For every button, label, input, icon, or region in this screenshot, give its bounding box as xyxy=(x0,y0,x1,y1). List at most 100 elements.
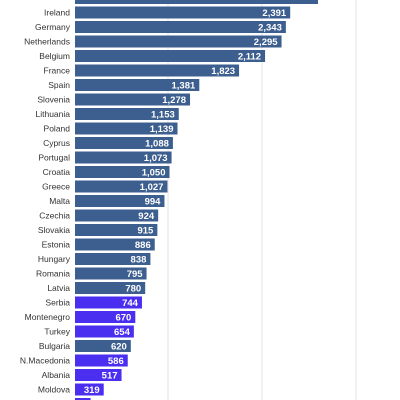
category-label: Bulgaria xyxy=(39,341,70,351)
bar xyxy=(75,209,159,222)
bar-row: Turkey 654 xyxy=(44,325,134,338)
bar-row: Serbia 744 xyxy=(45,296,142,309)
bar-row xyxy=(75,0,318,4)
value-label: 2,295 xyxy=(254,37,278,48)
bar xyxy=(75,35,282,48)
bar-row: Germany 2,343 xyxy=(35,21,286,34)
category-label: Belgium xyxy=(39,51,70,61)
bar xyxy=(75,253,151,265)
bar xyxy=(75,340,131,352)
bar xyxy=(75,93,191,106)
bar xyxy=(75,325,134,338)
bar-row: France 1,823 xyxy=(44,64,240,77)
bar-row: Slovenia 1,278 xyxy=(37,93,191,106)
category-label: Romania xyxy=(36,269,70,279)
bar xyxy=(75,238,155,251)
bar xyxy=(75,369,122,381)
value-label: 838 xyxy=(131,255,147,266)
category-label: Czechia xyxy=(39,211,70,221)
category-label: Poland xyxy=(44,124,71,134)
category-label: Croatia xyxy=(43,167,71,177)
category-label: Spain xyxy=(48,80,70,90)
bar xyxy=(75,354,128,367)
category-label: Serbia xyxy=(45,298,70,308)
category-label: Montenegro xyxy=(25,312,71,322)
bar-row: Romania 795 xyxy=(36,267,147,280)
bar-row: Albania 517 xyxy=(42,369,122,382)
bar-row: Czechia 924 xyxy=(39,209,159,222)
bar-row: Croatia 1,050 xyxy=(43,166,170,179)
bar xyxy=(75,267,147,280)
bar-row: N.Macedonia 586 xyxy=(20,354,128,367)
bar xyxy=(75,398,91,400)
bar-row: Moldova 319 xyxy=(38,383,104,396)
bar xyxy=(75,151,172,164)
bar-row: Slovakia 915 xyxy=(38,224,158,237)
category-label: Portugal xyxy=(38,153,70,163)
category-label: Germany xyxy=(35,22,71,32)
value-label: 924 xyxy=(138,211,155,222)
category-label: Moldova xyxy=(38,385,70,395)
bar-row: Cyprus 1,088 xyxy=(43,137,173,150)
bar-row: Belgium 2,112 xyxy=(39,50,266,63)
value-label: 1,139 xyxy=(150,124,174,135)
value-label: 2,343 xyxy=(258,23,282,34)
category-label: Lithuania xyxy=(35,109,70,119)
bar-row: Spain 1,381 xyxy=(48,79,200,92)
value-label: 744 xyxy=(122,298,139,309)
bar-row: Latvia 780 xyxy=(47,282,146,295)
bar-row: Ireland 2,391 xyxy=(44,6,291,19)
bar xyxy=(75,296,142,309)
bar-row: Bulgaria 620 xyxy=(39,340,131,353)
category-label: Netherlands xyxy=(24,37,70,47)
value-label: 1,073 xyxy=(144,153,168,164)
bar xyxy=(75,79,200,91)
category-label: Slovenia xyxy=(37,95,70,105)
bar-row: Greece 1,027 xyxy=(42,180,168,193)
category-label: Greece xyxy=(42,182,70,192)
bar xyxy=(75,180,168,193)
category-label: France xyxy=(44,66,71,76)
bar-row: Montenegro 670 xyxy=(25,311,136,324)
value-label: 2,391 xyxy=(262,8,286,19)
value-label: 620 xyxy=(111,342,127,353)
value-label: 1,381 xyxy=(172,81,196,92)
value-label: 1,050 xyxy=(142,168,166,179)
value-label: 654 xyxy=(114,327,131,338)
bar xyxy=(75,137,173,149)
value-label: 795 xyxy=(127,269,144,280)
category-label: Slovakia xyxy=(38,225,70,235)
value-label: 1,153 xyxy=(151,110,175,121)
bar-row: Malta 994 xyxy=(49,195,165,208)
bar xyxy=(75,282,146,294)
value-label: 586 xyxy=(108,356,124,367)
value-label: 915 xyxy=(137,226,154,237)
bar-layer: Ireland 2,391 Germany 2,343 Netherlands 2,295… xyxy=(20,0,318,400)
bar xyxy=(75,383,104,396)
category-label: Cyprus xyxy=(43,138,70,148)
bar-row: Poland 1,139 xyxy=(44,122,178,135)
category-label: Albania xyxy=(42,370,71,380)
bar-row: Netherlands 2,295 xyxy=(24,35,282,48)
category-label: N.Macedonia xyxy=(20,356,70,366)
bar xyxy=(75,108,179,120)
bar xyxy=(75,6,291,19)
value-label: 670 xyxy=(115,313,131,324)
bar xyxy=(75,195,165,207)
category-label: Hungary xyxy=(38,254,71,264)
value-label: 994 xyxy=(145,197,162,208)
bar xyxy=(75,50,266,62)
category-label: Turkey xyxy=(44,327,70,337)
bar xyxy=(75,21,286,33)
value-label: 1,027 xyxy=(140,182,164,193)
value-label: 517 xyxy=(102,371,118,382)
value-label: 886 xyxy=(135,240,151,251)
bar xyxy=(75,166,170,178)
bar xyxy=(75,224,158,236)
category-label: Estonia xyxy=(42,240,71,250)
category-label: Latvia xyxy=(47,283,70,293)
value-label: 1,278 xyxy=(162,95,186,106)
value-label: 1,823 xyxy=(211,66,235,77)
value-label: 2,112 xyxy=(238,52,261,63)
